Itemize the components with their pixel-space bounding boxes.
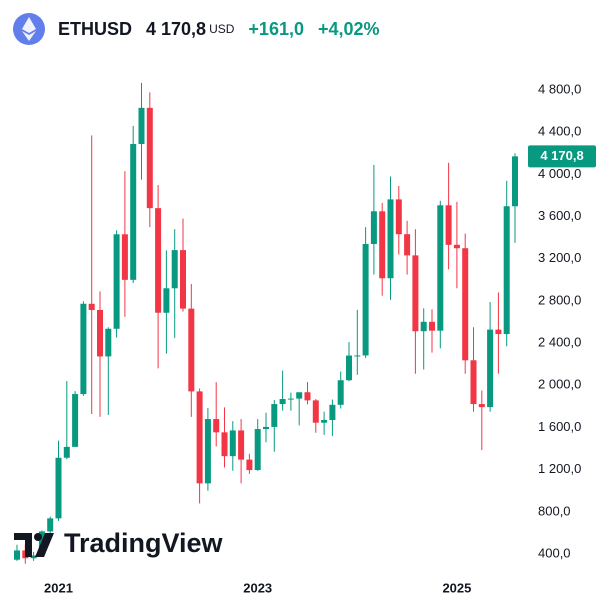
y-tick-label: 1 600,0 (538, 419, 581, 434)
y-tick-label: 2 400,0 (538, 335, 581, 350)
header: ETHUSD 4 170,8 USD +161,0 +4,02% (12, 13, 380, 45)
last-price-box (528, 145, 596, 168)
brand: TradingView (64, 528, 224, 558)
y-tick-label: 1 200,0 (538, 461, 581, 476)
y-tick-label: 2 000,0 (538, 377, 581, 392)
y-tick-label: 3 600,0 (538, 208, 581, 223)
currency: USD (209, 22, 235, 36)
x-tick-label: 2021 (44, 580, 73, 595)
symbol: ETHUSD (58, 18, 133, 39)
change: +161,0 (248, 18, 304, 39)
change-percent: +4,02% (317, 18, 380, 39)
y-tick-label: 4 400,0 (538, 124, 581, 139)
price: 4 170,8 (146, 18, 207, 39)
y-tick-label: 4 000,0 (538, 166, 581, 181)
x-tick-label: 2023 (243, 580, 272, 595)
y-tick-label: 800,0 (538, 503, 571, 518)
eth-icon (13, 13, 45, 45)
x-tick-label: 2025 (442, 580, 471, 595)
y-tick-label: 4 800,0 (538, 81, 581, 96)
y-tick-label: 400,0 (538, 545, 571, 560)
y-tick-label: 3 200,0 (538, 250, 581, 265)
last-price-label: 4 170,8 (540, 148, 583, 163)
brand-logo: TradingView (14, 528, 224, 558)
y-tick-label: 2 800,0 (538, 292, 581, 307)
